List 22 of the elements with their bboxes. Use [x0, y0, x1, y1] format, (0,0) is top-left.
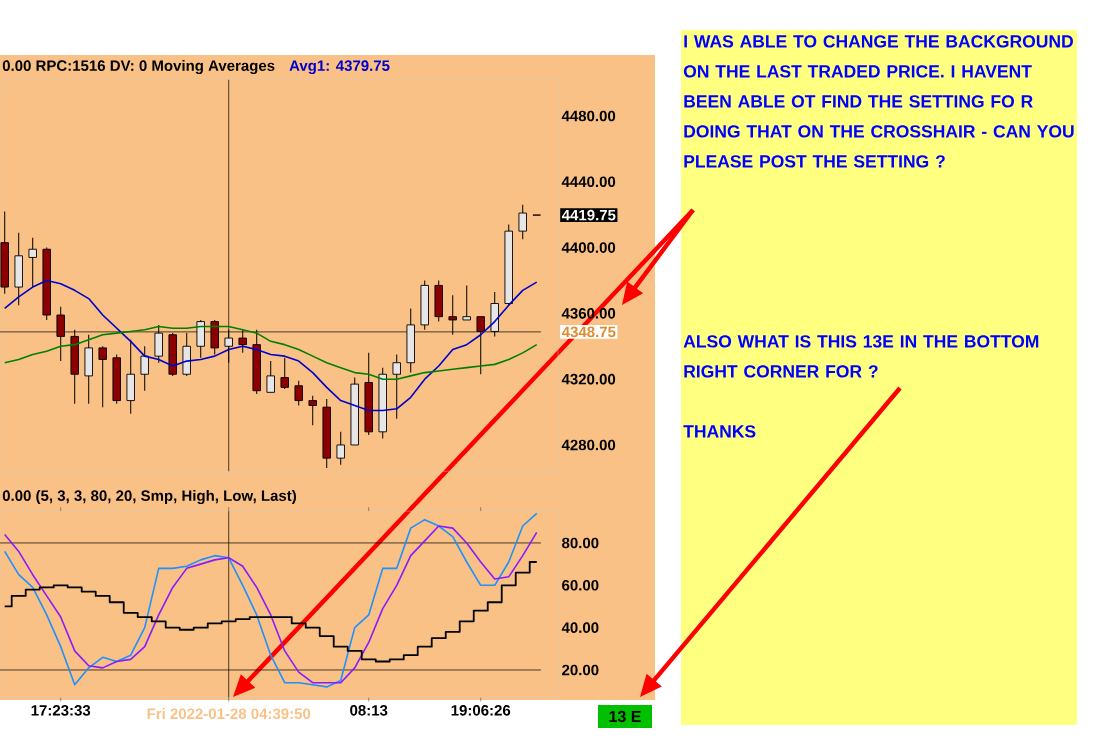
y-tick-label: 4480.00: [561, 110, 616, 122]
chart-title: 0.00 (5, 3, 3, 80, 20, Smp, High, Low, Last): [2, 489, 296, 505]
y-tick-label: 4440.00: [561, 176, 616, 188]
ref-line-label: 4348.75: [561, 326, 616, 338]
text: THANKS: [683, 425, 756, 438]
x-tick-label: 17:23:33: [31, 705, 91, 716]
y-tick-label: 20.00: [562, 664, 599, 676]
y-tick-label: 4280.00: [561, 439, 616, 451]
text: I WAS ABLE TO CHANGE THE BACKGROUND ON THE LAST TRADED PRICE. I HAVENT BEEN ABLE OT FIND THE SETTING FO R DOING THAT ON THE CROSSHAIR - CAN YOU PLEASE POST THE SETTING ?: [683, 35, 1074, 168]
y-tick-label: 60.00: [562, 579, 599, 591]
y-tick-label: 4400.00: [561, 242, 616, 253]
x-tick-label: 19:06:26: [451, 705, 511, 716]
y-tick-label: 4320.00: [561, 373, 616, 385]
text: 13 E: [609, 710, 641, 723]
chart-title: 0.00 RPC:1516 DV: 0 Moving Averages: [2, 59, 275, 75]
text: Avg1: 4379.75: [289, 60, 390, 75]
x-tick-label: 08:13: [350, 705, 388, 716]
y-tick-label: 40.00: [561, 622, 599, 633]
x-tick-label: Fri 2022-01-28 04:39:50: [147, 708, 311, 720]
y-tick-label: 80.00: [562, 537, 599, 549]
text: 4419.75: [561, 209, 616, 221]
text: ALSO WHAT IS THIS 13E IN THE BOTTOM RIGHT CORNER FOR ?: [683, 335, 1039, 378]
